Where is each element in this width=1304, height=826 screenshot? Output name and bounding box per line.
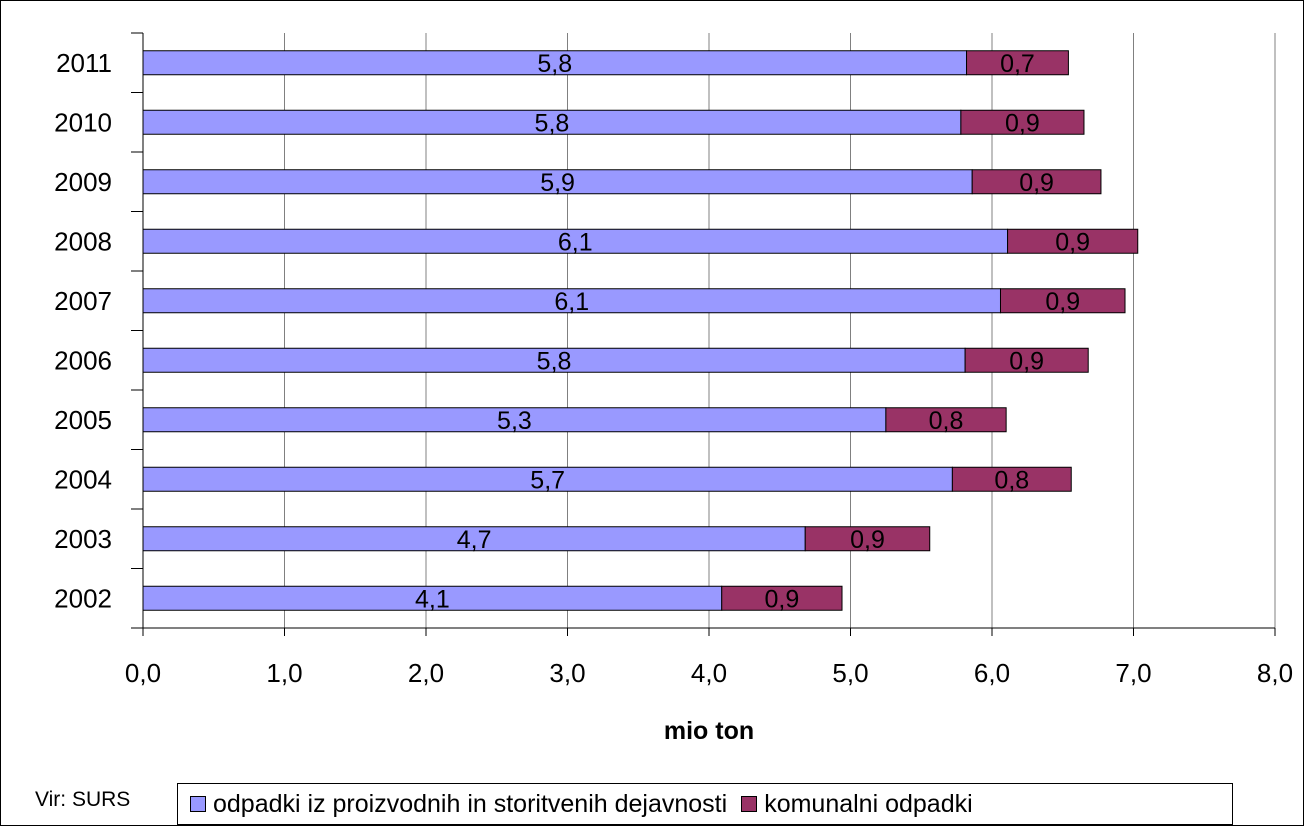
legend-label-municipal: komunalni odpadki xyxy=(764,789,973,818)
y-tick-label: 2011 xyxy=(56,48,112,78)
legend-item-industrial: odpadki iz proizvodnih in storitvenih de… xyxy=(190,790,727,819)
bar-industrial xyxy=(142,50,968,76)
data-label-municipal: 0,9 xyxy=(850,526,885,554)
bar-industrial xyxy=(142,169,973,195)
x-tick-label: 2,0 xyxy=(408,658,444,688)
bar-municipal xyxy=(721,585,843,611)
data-label-industrial: 4,1 xyxy=(415,585,450,613)
data-label-municipal: 0,9 xyxy=(1045,288,1080,316)
data-label-industrial: 5,9 xyxy=(540,169,575,197)
bar-municipal xyxy=(971,169,1102,195)
bar-industrial xyxy=(142,228,1009,254)
bar-municipal xyxy=(964,347,1089,373)
data-label-municipal: 0,9 xyxy=(1019,169,1054,197)
data-label-municipal: 0,8 xyxy=(994,466,1029,494)
data-label-industrial: 5,7 xyxy=(530,466,565,494)
bar-industrial xyxy=(142,466,953,492)
bar-municipal xyxy=(804,526,931,552)
data-label-municipal: 0,9 xyxy=(1055,228,1090,256)
y-tick-label: 2004 xyxy=(54,464,112,494)
x-tick-label: 6,0 xyxy=(974,658,1010,688)
y-tick-label: 2005 xyxy=(54,405,112,435)
legend: odpadki iz proizvodnih in storitvenih de… xyxy=(177,783,1233,825)
x-tick-label: 0,0 xyxy=(125,658,161,688)
y-tick-label: 2010 xyxy=(54,107,112,137)
bar-industrial xyxy=(142,288,1001,314)
data-label-municipal: 0,9 xyxy=(1005,109,1040,137)
legend-item-municipal: komunalni odpadki xyxy=(741,789,973,819)
bar-municipal xyxy=(951,466,1072,492)
data-label-municipal: 0,8 xyxy=(929,407,964,435)
y-tick-label: 2007 xyxy=(54,286,112,316)
x-tick-label: 5,0 xyxy=(832,658,868,688)
bar-industrial xyxy=(142,109,962,135)
bar-industrial xyxy=(142,407,887,433)
y-tick-label: 2002 xyxy=(54,583,112,613)
data-label-industrial: 6,1 xyxy=(558,228,593,256)
x-tick-label: 4,0 xyxy=(691,658,727,688)
y-tick-label: 2006 xyxy=(54,345,112,375)
bar-municipal xyxy=(999,288,1126,314)
legend-swatch-municipal xyxy=(741,796,758,812)
data-label-industrial: 6,1 xyxy=(554,288,589,316)
data-label-municipal: 0,7 xyxy=(1000,50,1035,78)
y-tick-label: 2008 xyxy=(54,226,112,256)
data-label-industrial: 5,3 xyxy=(497,407,532,435)
y-tick-label: 2003 xyxy=(54,524,112,554)
source-note: Vir: SURS xyxy=(35,788,131,811)
x-tick-label: 8,0 xyxy=(1257,658,1293,688)
x-tick-label: 3,0 xyxy=(549,658,585,688)
data-label-industrial: 4,7 xyxy=(457,526,492,554)
legend-swatch-industrial xyxy=(190,796,206,812)
bar-municipal xyxy=(885,407,1007,433)
y-tick-label: 2009 xyxy=(54,167,112,197)
bar-municipal xyxy=(1007,228,1139,254)
legend-label-industrial: odpadki iz proizvodnih in storitvenih de… xyxy=(213,789,728,818)
bar-municipal xyxy=(966,50,1069,76)
x-axis-title: mio ton xyxy=(664,717,754,745)
data-label-industrial: 5,8 xyxy=(535,109,570,137)
data-label-industrial: 5,8 xyxy=(537,50,572,78)
bar-municipal xyxy=(960,109,1085,135)
x-tick-label: 1,0 xyxy=(266,658,302,688)
data-label-municipal: 0,9 xyxy=(1009,347,1044,375)
data-label-municipal: 0,9 xyxy=(764,585,799,613)
data-label-industrial: 5,8 xyxy=(537,347,572,375)
x-tick-label: 7,0 xyxy=(1115,658,1151,688)
bar-industrial xyxy=(142,526,806,552)
